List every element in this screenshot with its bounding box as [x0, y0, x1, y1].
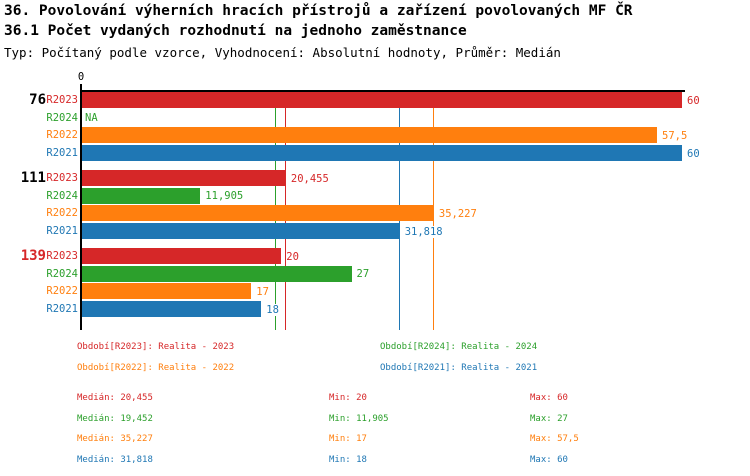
series-label-R2023: R2023	[46, 250, 78, 262]
series-label-R2021: R2021	[46, 147, 78, 160]
stat-max-R2022: Max: 57,5	[530, 434, 579, 444]
stat-min-R2023: Min: 20	[329, 393, 367, 403]
bar-139-R2022	[82, 283, 252, 300]
series-label-R2022: R2022	[46, 129, 78, 142]
bar-value-label-111-R2024: 11,905	[205, 190, 244, 203]
stat-median-R2022: Medián: 35,227	[77, 434, 153, 444]
plot-top-border	[80, 90, 685, 92]
bar-value-label-76-R2024: NA	[85, 112, 98, 125]
chart-title: 36. Povolování výherních hracích přístro…	[4, 3, 633, 19]
bar-111-R2022	[82, 205, 434, 222]
series-label-R2022: R2022	[46, 207, 78, 220]
bar-value-label-76-R2023: 60	[687, 94, 700, 107]
bar-value-label-111-R2021: 31,818	[404, 225, 443, 238]
bar-value-label-76-R2022: 57,5	[662, 129, 688, 142]
stat-min-R2024: Min: 11,905	[329, 413, 389, 424]
stat-min-R2021: Min: 18	[329, 454, 367, 465]
x-axis-zero-tick-label: 0	[77, 71, 85, 83]
bar-111-R2021	[82, 223, 400, 240]
series-label-R2021: R2021	[46, 303, 78, 316]
bar-value-label-139-R2024: 27	[356, 268, 370, 281]
series-label-R2024: R2024	[46, 111, 78, 124]
bar-value-label-111-R2023: 20,455	[290, 172, 329, 185]
legend-item-R2022: Období[R2022]: Realita - 2022	[77, 363, 235, 373]
stat-min-R2022: Min: 17	[329, 434, 367, 444]
y-axis-line	[80, 84, 82, 330]
series-label-R2024: R2024	[46, 267, 78, 280]
group-label-139: 139	[20, 248, 46, 264]
bar-139-R2023	[82, 248, 282, 264]
series-label-R2022: R2022	[46, 285, 78, 298]
chart-meta-line: Typ: Počítaný podle vzorce, Vyhodnocení:…	[4, 45, 561, 60]
bar-139-R2024	[82, 265, 352, 282]
legend-item-R2024: Období[R2024]: Realita - 2024	[380, 342, 538, 352]
bar-76-R2023	[82, 92, 682, 108]
series-label-R2024: R2024	[46, 189, 78, 202]
bar-value-label-76-R2021: 60	[687, 147, 700, 160]
stat-median-R2021: Medián: 31,818	[77, 454, 153, 465]
group-label-111: 111	[20, 170, 46, 186]
bar-76-R2021	[82, 145, 682, 162]
legend-item-R2021: Období[R2021]: Realita - 2021	[380, 363, 538, 373]
legend-item-R2023: Období[R2023]: Realita - 2023	[77, 342, 235, 352]
stat-max-R2023: Max: 60	[530, 393, 568, 403]
stat-median-R2024: Medián: 19,452	[77, 413, 153, 424]
bar-value-label-139-R2021: 18	[266, 303, 279, 316]
bar-139-R2021	[82, 301, 262, 318]
stat-max-R2021: Max: 60	[530, 454, 568, 465]
bar-value-label-111-R2022: 35,227	[438, 207, 477, 220]
stat-median-R2023: Medián: 20,455	[77, 393, 153, 403]
bar-111-R2023	[82, 170, 286, 186]
series-label-R2023: R2023	[46, 172, 78, 184]
stat-max-R2024: Max: 27	[530, 413, 568, 424]
chart-subtitle: 36.1 Počet vydaných rozhodnutí na jednoh…	[4, 23, 467, 39]
bar-111-R2024	[82, 187, 201, 204]
bar-value-label-139-R2023: 20	[286, 250, 299, 263]
series-label-R2021: R2021	[46, 225, 78, 238]
bar-value-label-139-R2022: 17	[256, 285, 269, 298]
series-label-R2023: R2023	[46, 94, 78, 106]
bar-76-R2022	[82, 127, 657, 144]
group-label-76: 76	[29, 92, 46, 108]
